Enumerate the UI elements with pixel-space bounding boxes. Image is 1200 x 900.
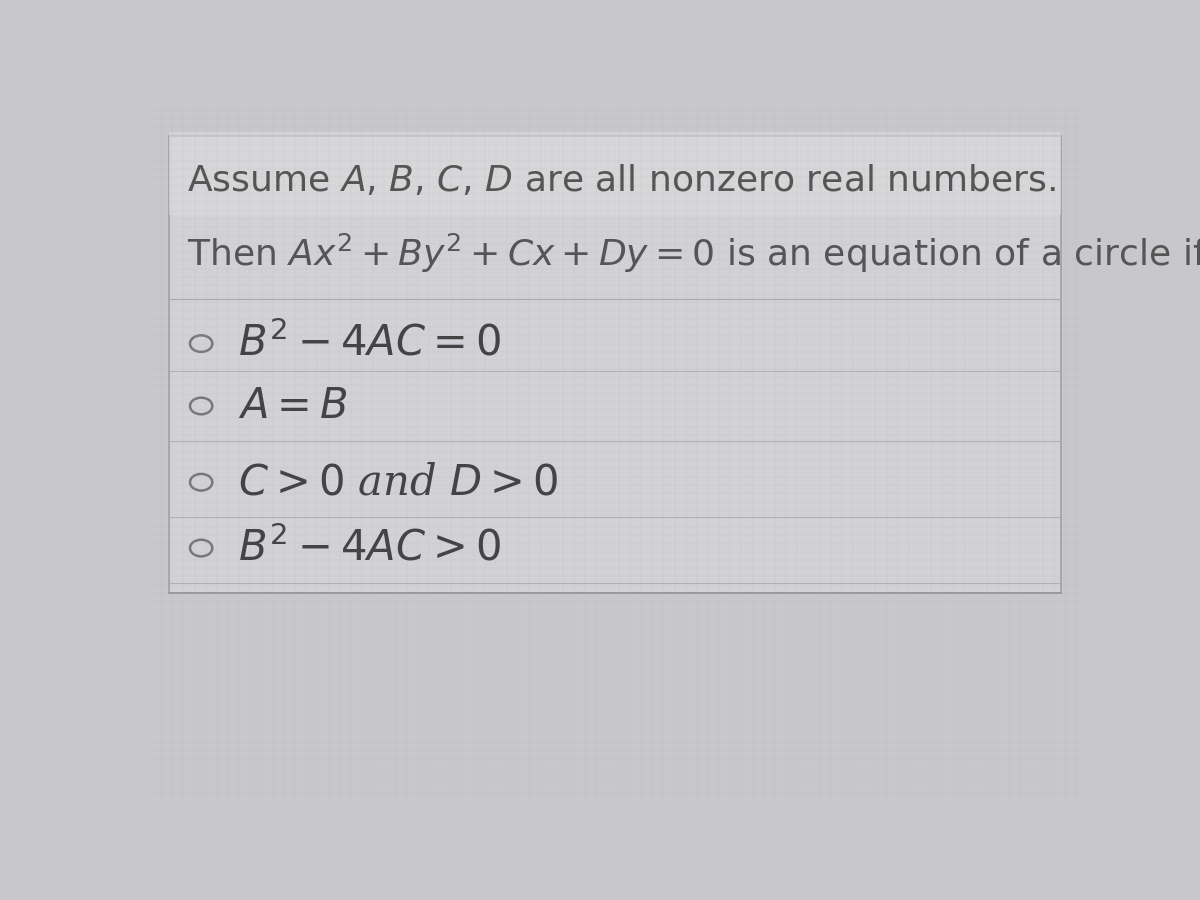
FancyBboxPatch shape xyxy=(168,136,1062,593)
Text: Then $\mathit{A}\mathit{x}^2 + \mathit{B}\mathit{y}^2 + \mathit{C}\mathit{x} + \: Then $\mathit{A}\mathit{x}^2 + \mathit{B… xyxy=(187,232,1200,275)
Bar xyxy=(168,132,1061,215)
Text: $\mathit{A} = \mathit{B}$: $\mathit{A} = \mathit{B}$ xyxy=(239,385,348,427)
Text: $\mathit{B}^2 - 4\mathit{A}\mathit{C} > 0$: $\mathit{B}^2 - 4\mathit{A}\mathit{C} > … xyxy=(239,526,502,570)
Text: $\mathit{B}^2 - 4\mathit{A}\mathit{C} = 0$: $\mathit{B}^2 - 4\mathit{A}\mathit{C} = … xyxy=(239,322,502,364)
Text: $\mathit{C} > 0$ and $\mathit{D} > 0$: $\mathit{C} > 0$ and $\mathit{D} > 0$ xyxy=(239,461,559,503)
Text: Assume $\mathit{A}$, $\mathit{B}$, $\mathit{C}$, $\mathit{D}$ are all nonzero re: Assume $\mathit{A}$, $\mathit{B}$, $\mat… xyxy=(187,163,1056,198)
